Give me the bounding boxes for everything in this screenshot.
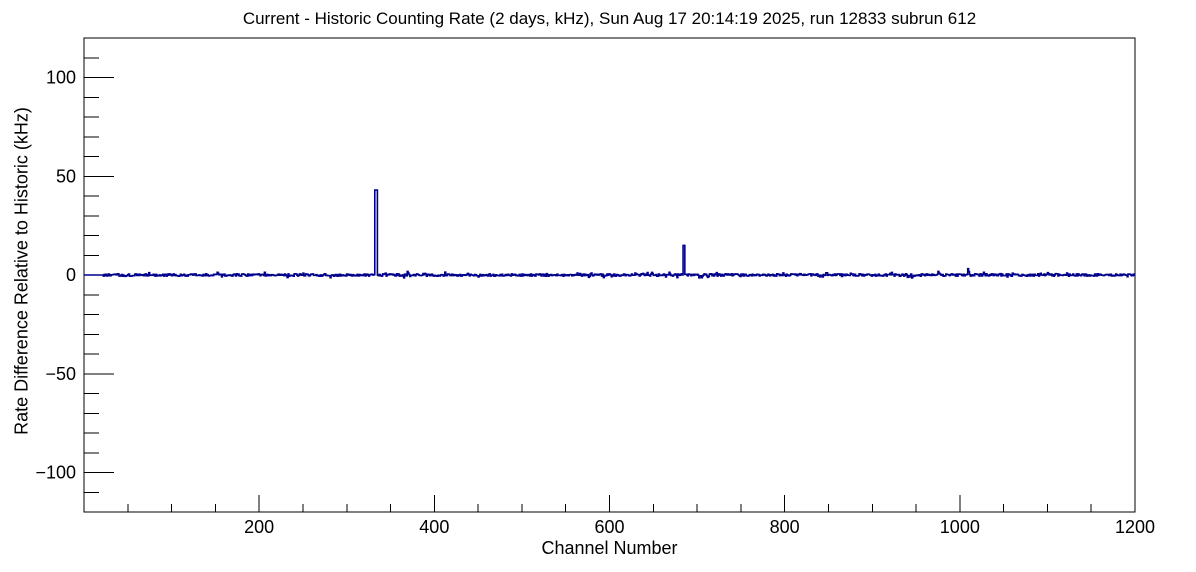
y-tick-label: 0 xyxy=(66,265,76,285)
x-tick-label: 800 xyxy=(770,517,800,537)
x-tick-label: 200 xyxy=(244,517,274,537)
x-axis-title: Channel Number xyxy=(541,538,678,558)
data-series-line xyxy=(84,189,1135,279)
y-tick-label: 100 xyxy=(46,68,76,88)
y-tick-label: 50 xyxy=(56,166,76,186)
chart-title: Current - Historic Counting Rate (2 days… xyxy=(242,9,977,28)
y-tick-label: −100 xyxy=(35,463,76,483)
x-tick-label: 400 xyxy=(419,517,449,537)
x-tick-label: 600 xyxy=(594,517,624,537)
x-tick-label: 1000 xyxy=(940,517,980,537)
x-tick-label: 1200 xyxy=(1115,517,1155,537)
y-tick-label: −50 xyxy=(45,364,76,384)
